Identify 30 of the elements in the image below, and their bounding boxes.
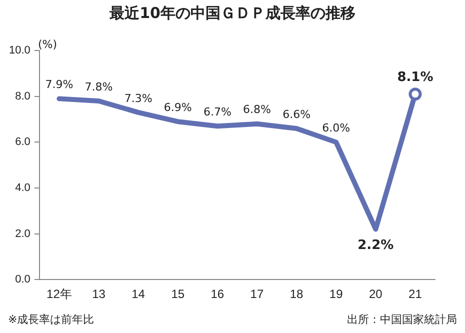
x-tick-label: 19 — [329, 287, 344, 302]
x-tick-label: 12年 — [46, 287, 72, 302]
x-tick-label: 20 — [368, 287, 383, 302]
data-label: 6.7% — [203, 106, 232, 119]
chart-title: 最近10年の中国ＧＤＰ成長率の推移 — [108, 4, 356, 23]
x-tick-label: 17 — [250, 287, 264, 302]
y-tick-label: 8.0 — [15, 90, 30, 102]
y-axis-title: (%) — [38, 38, 58, 51]
x-tick-label: 14 — [132, 287, 146, 302]
y-tick-label: 10.0 — [8, 44, 30, 57]
x-tick-label: 16 — [210, 287, 224, 302]
x-tick-label: 15 — [171, 287, 185, 302]
data-label: 8.1% — [397, 70, 434, 85]
data-label: 6.0% — [322, 122, 350, 135]
data-label: 7.3% — [124, 92, 152, 105]
y-tick-label: 4.0 — [15, 182, 30, 194]
y-tick-label: 0.0 — [15, 274, 30, 286]
data-label: 2.2% — [358, 238, 394, 254]
data-label: 6.8% — [243, 103, 271, 116]
data-label: 7.8% — [84, 80, 113, 94]
x-tick-label: 21 — [408, 287, 422, 302]
text: 出所：中国国家統計局 — [347, 312, 457, 327]
data-label: 7.9% — [45, 78, 74, 92]
data-label: 6.6% — [282, 108, 311, 121]
x-tick-label: 18 — [290, 287, 304, 302]
data-label: 6.9% — [164, 100, 192, 114]
x-tick-label: 13 — [92, 287, 106, 302]
y-tick-label: 6.0 — [15, 136, 30, 148]
y-tick-label: 2.0 — [15, 228, 30, 240]
text: ※成長率は前年比 — [8, 312, 94, 327]
